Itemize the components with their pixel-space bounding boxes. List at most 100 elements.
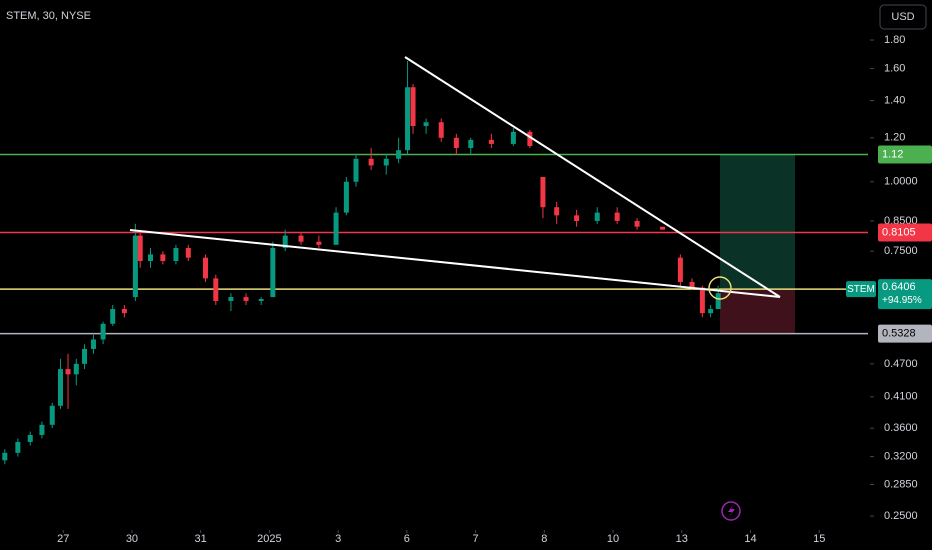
loss-zone	[720, 289, 795, 334]
candle-body	[137, 235, 143, 262]
candle-body	[49, 405, 55, 425]
currency-button[interactable]	[879, 4, 927, 30]
x-tick-label: 6	[404, 533, 410, 545]
candle-body	[453, 137, 459, 149]
y-tick-label: 1.60	[884, 62, 905, 74]
change-label: +94.95%	[882, 295, 922, 306]
candle-body	[57, 369, 63, 406]
candle-body	[368, 158, 374, 166]
y-tick-label: 0.3600	[884, 422, 918, 434]
candle-body	[258, 299, 264, 301]
x-tick-label: 8	[541, 533, 547, 545]
currency-label[interactable]: USD	[891, 11, 914, 23]
candle-body	[677, 257, 683, 282]
x-tick-label: 14	[744, 533, 756, 545]
symbol-title: STEM, 30, NYSE	[6, 10, 91, 22]
level-label: 0.8105	[882, 226, 916, 238]
y-tick-label: 1.20	[884, 132, 905, 144]
candle-body	[699, 287, 705, 314]
level-label: 0.5328	[882, 328, 916, 340]
candle-body	[410, 87, 416, 127]
trend-line	[404, 56, 781, 298]
y-tick-label: 0.4100	[884, 391, 918, 403]
x-tick-label: 15	[813, 533, 825, 545]
y-tick-label: 0.2500	[884, 510, 918, 522]
candle-body	[353, 158, 359, 182]
candle-body	[82, 348, 88, 364]
candle-body	[2, 452, 8, 461]
candle-body	[574, 215, 580, 221]
trend-line	[129, 229, 781, 298]
candle-body	[554, 207, 560, 216]
candle-body	[540, 177, 546, 208]
candle-body	[468, 139, 474, 149]
candle-body	[527, 131, 533, 146]
candle-body	[148, 254, 154, 262]
y-tick-label: 1.40	[884, 95, 905, 107]
candle-body	[488, 139, 494, 144]
candle-body	[100, 323, 106, 340]
candle-body	[298, 235, 304, 242]
candle-body	[65, 369, 71, 375]
y-tick-label: 0.2850	[884, 478, 918, 490]
candle-body	[90, 339, 96, 349]
candle-body	[270, 247, 276, 298]
symbol-label: STEM	[847, 284, 875, 295]
candle-body	[282, 235, 288, 248]
x-tick-label: 13	[676, 533, 688, 545]
candle-body	[614, 212, 620, 221]
candle-body	[510, 131, 516, 144]
event-icon[interactable]	[721, 501, 741, 521]
candle-body	[121, 309, 127, 314]
candle-body	[423, 122, 429, 127]
candle-body	[202, 257, 208, 279]
y-tick-label: 0.7500	[884, 245, 918, 257]
y-tick-label: 1.80	[884, 34, 905, 46]
level-label: 1.12	[882, 148, 903, 160]
candle-body	[185, 247, 191, 258]
candle-body	[132, 235, 138, 298]
symbol-badge	[846, 281, 876, 298]
profit-zone	[720, 154, 795, 290]
x-tick-label: 3	[335, 533, 341, 545]
candle-body	[343, 181, 349, 213]
plot-area	[0, 61, 868, 465]
candle-body	[39, 424, 45, 435]
x-tick-label: 2025	[257, 533, 281, 545]
candle-body	[160, 254, 166, 262]
candle-body	[173, 247, 179, 262]
candle-body	[316, 241, 322, 245]
candle-body	[15, 441, 21, 453]
lightning	[728, 505, 735, 517]
price-axis: 1.801.601.401.201.00000.85000.75000.4700…	[57, 34, 932, 545]
y-tick-label: 0.3200	[884, 450, 918, 462]
highlight-circle	[708, 276, 732, 300]
candle-body	[708, 309, 714, 314]
level-badge	[878, 324, 932, 343]
price-label: 0.6406	[882, 281, 916, 293]
x-tick-label: 30	[126, 533, 138, 545]
candle-body	[689, 281, 695, 288]
candle-body	[594, 212, 600, 221]
x-tick-label: 7	[473, 533, 479, 545]
candle-body	[213, 278, 219, 301]
x-tick-label: 10	[607, 533, 619, 545]
candle-body	[634, 220, 640, 227]
candle-body	[660, 226, 666, 230]
position-zones	[720, 154, 795, 334]
candle-body	[438, 122, 444, 138]
candle-body	[333, 212, 339, 245]
price-badge	[878, 279, 932, 310]
level-badge	[878, 145, 932, 164]
candle-body	[110, 309, 116, 324]
candle-body	[27, 434, 33, 442]
candle-body	[73, 363, 79, 375]
candle-body	[383, 158, 389, 166]
candle-body	[396, 150, 402, 159]
x-tick-label: 27	[57, 533, 69, 545]
level-badge	[878, 223, 932, 242]
x-tick-label: 31	[195, 533, 207, 545]
y-tick-label: 1.0000	[884, 176, 918, 188]
y-tick-label: 0.4700	[884, 358, 918, 370]
